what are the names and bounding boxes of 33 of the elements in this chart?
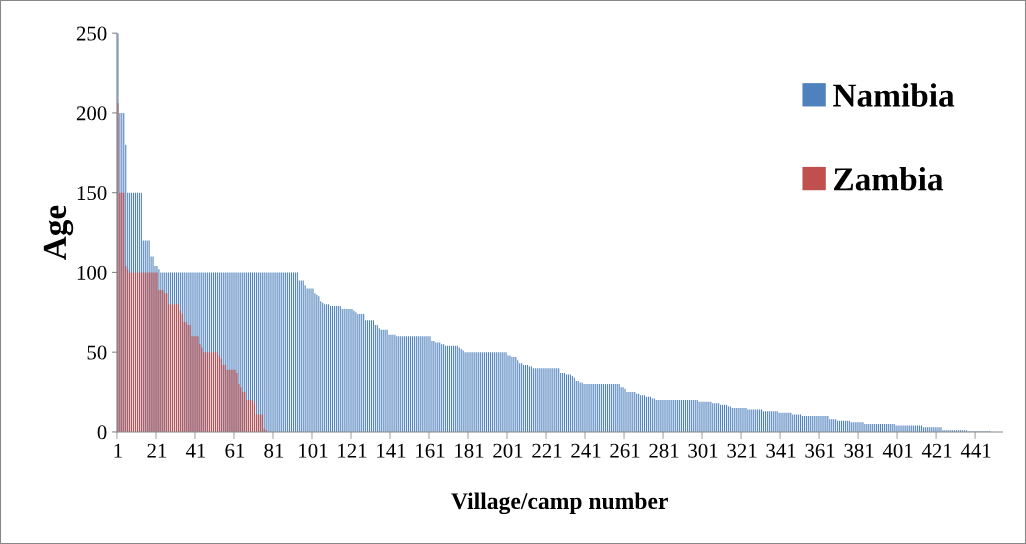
y-tick-label: 100 [77,265,107,280]
x-tick-label: 21 [147,443,167,458]
x-tick-label: 321 [727,443,757,458]
y-tick-label: 50 [87,345,107,360]
x-tick-label: 421 [921,443,952,458]
x-tick-label: 361 [805,443,835,458]
x-tick-label: 161 [416,443,445,458]
x-tick-label: 241 [571,443,601,458]
x-tick-label: 81 [264,443,284,458]
y-tick-label: 200 [76,106,107,121]
x-tick-label: 1 [114,443,122,458]
y-tick-label: 0 [97,425,107,440]
x-tick-label: 401 [882,443,913,458]
y-axis-title: Age [43,205,74,260]
x-tick-label: 221 [532,443,562,458]
x-tick-label: 201 [493,443,523,458]
legend-label: Zambia [834,167,944,191]
x-tick-label: 381 [844,443,874,458]
y-tick-label: 250 [76,26,107,41]
x-tick-label: 301 [688,443,718,458]
x-tick-label: 341 [766,443,796,458]
x-tick-label: 181 [455,443,484,458]
x-tick-label: 141 [377,443,406,458]
x-tick-label: 41 [185,443,206,458]
x-tick-label: 261 [610,443,640,458]
x-axis-title: Village/camp number [451,492,668,515]
legend-label: Namibia [833,83,955,107]
x-tick-label: 61 [225,443,245,458]
x-tick-label: 101 [299,443,328,458]
x-tick-label: 121 [338,443,367,458]
y-tick-label: 150 [77,186,107,201]
x-tick-label: 441 [960,443,991,458]
x-tick-label: 281 [649,443,679,458]
